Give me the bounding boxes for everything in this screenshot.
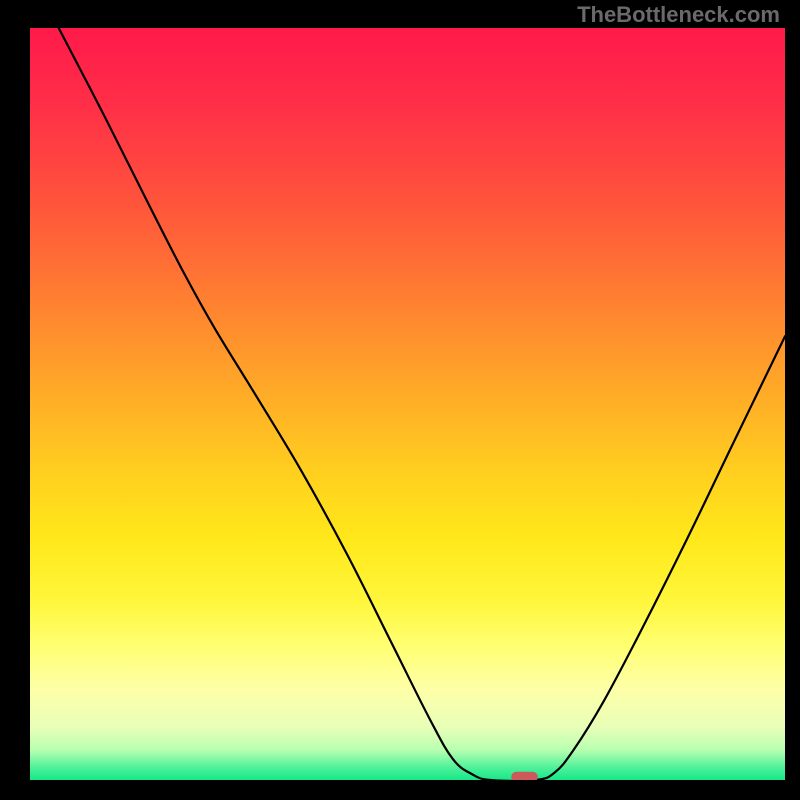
chart-svg	[30, 28, 785, 780]
chart-background	[30, 28, 785, 780]
watermark-text: TheBottleneck.com	[577, 2, 780, 28]
optimal-marker	[511, 772, 537, 780]
bottleneck-chart	[30, 28, 785, 780]
